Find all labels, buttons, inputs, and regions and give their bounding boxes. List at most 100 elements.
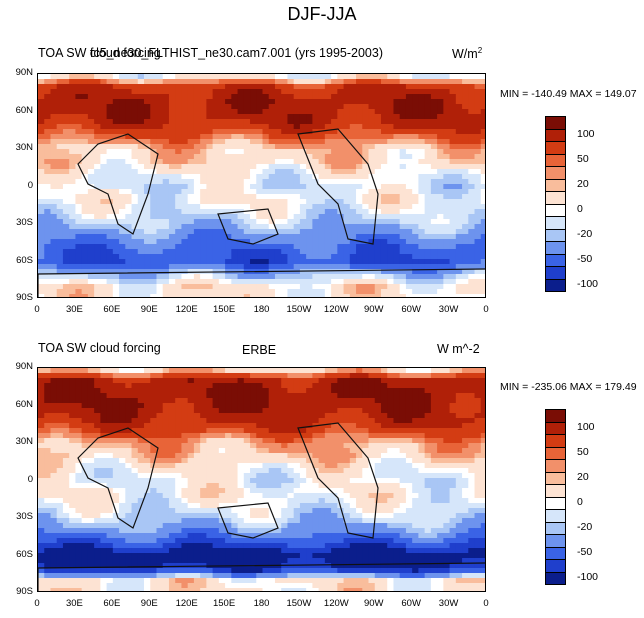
map-cell <box>181 458 189 464</box>
map-cell <box>274 423 282 429</box>
map-cell <box>368 448 376 454</box>
map-cell <box>75 403 83 409</box>
map-cell <box>418 458 426 464</box>
map-cell <box>212 254 220 260</box>
map-cell <box>193 79 201 85</box>
map-cell <box>62 159 70 165</box>
map-cell <box>168 423 176 429</box>
map-cell <box>443 249 451 255</box>
map-cell <box>356 119 363 125</box>
map-cell <box>331 428 338 434</box>
map-cell <box>62 239 70 245</box>
map-cell <box>162 483 170 489</box>
map-cell <box>424 423 432 429</box>
map-cell <box>449 94 457 100</box>
map-cell <box>87 129 95 135</box>
map-cell <box>38 149 45 155</box>
map-cell <box>430 244 438 250</box>
map-cell <box>225 209 232 215</box>
map-cell <box>225 393 232 399</box>
map-cell <box>412 388 420 394</box>
map-cell <box>131 463 139 469</box>
map-cell <box>455 189 463 195</box>
map-cell <box>356 144 363 150</box>
map-cell <box>455 129 463 135</box>
coastline <box>217 208 279 245</box>
map-cell <box>56 239 64 245</box>
map-cell <box>437 373 444 379</box>
map-cell <box>69 239 77 245</box>
map-cell <box>424 378 432 384</box>
map-cell <box>225 408 232 414</box>
map-cell <box>449 129 457 135</box>
map-cell <box>443 239 451 245</box>
map-cell <box>231 373 239 379</box>
map-cell <box>119 478 126 484</box>
map-cell <box>218 473 226 479</box>
map-cell <box>287 433 295 439</box>
map-cell <box>218 174 226 180</box>
map-cell <box>337 239 345 245</box>
map-cell <box>412 443 420 449</box>
map-cell <box>380 423 388 429</box>
map-cell <box>106 269 114 275</box>
map-cell <box>418 189 426 195</box>
map-cell <box>430 224 438 230</box>
map-cell <box>193 224 201 230</box>
map-cell <box>256 398 264 404</box>
map-cell <box>324 189 332 195</box>
map-cell <box>318 134 326 140</box>
map-cell <box>119 463 126 469</box>
map-cell <box>418 194 426 200</box>
map-cell <box>50 274 58 280</box>
map-cell <box>287 159 295 165</box>
map-cell <box>181 189 189 195</box>
map-cell <box>368 254 376 260</box>
map-cell <box>337 139 345 145</box>
map-cell <box>38 259 45 265</box>
map-cell <box>87 254 95 260</box>
map-cell <box>449 463 457 469</box>
map-cell <box>430 408 438 414</box>
colorbar-box <box>545 141 566 154</box>
map-cell <box>69 289 77 295</box>
map-cell <box>200 259 207 265</box>
map-cell <box>250 483 257 489</box>
map-cell <box>306 199 313 205</box>
map-cell <box>75 179 83 185</box>
map-cell <box>50 373 58 379</box>
map-cell <box>125 438 133 444</box>
map-cell <box>387 393 395 399</box>
map-cell <box>362 219 370 225</box>
map-cell <box>368 94 376 100</box>
map-cell <box>405 169 413 175</box>
map-cell <box>393 174 401 180</box>
map-cell <box>106 453 114 459</box>
map-cell <box>44 458 52 464</box>
map-cell <box>306 383 313 389</box>
map-cell <box>181 124 189 130</box>
map-cell <box>293 139 301 145</box>
map-cell <box>468 139 476 145</box>
map-cell <box>212 209 220 215</box>
map-cell <box>287 209 295 215</box>
map-cell <box>287 194 295 200</box>
map-cell <box>281 398 289 404</box>
map-cell <box>430 249 438 255</box>
map-cell <box>424 79 432 85</box>
map-cell <box>462 104 469 110</box>
map-cell <box>69 134 77 140</box>
map-cell <box>56 284 64 290</box>
map-cell <box>312 234 320 240</box>
map-cell <box>268 174 276 180</box>
map-cell <box>87 179 95 185</box>
map-cell <box>94 234 101 240</box>
map-cell <box>443 428 451 434</box>
map-cell <box>106 294 114 297</box>
map-cell <box>443 244 451 250</box>
map-cell <box>480 413 485 419</box>
map-cell <box>455 194 463 200</box>
map-cell <box>356 458 363 464</box>
map-cell <box>237 413 245 419</box>
map-cell <box>100 149 108 155</box>
